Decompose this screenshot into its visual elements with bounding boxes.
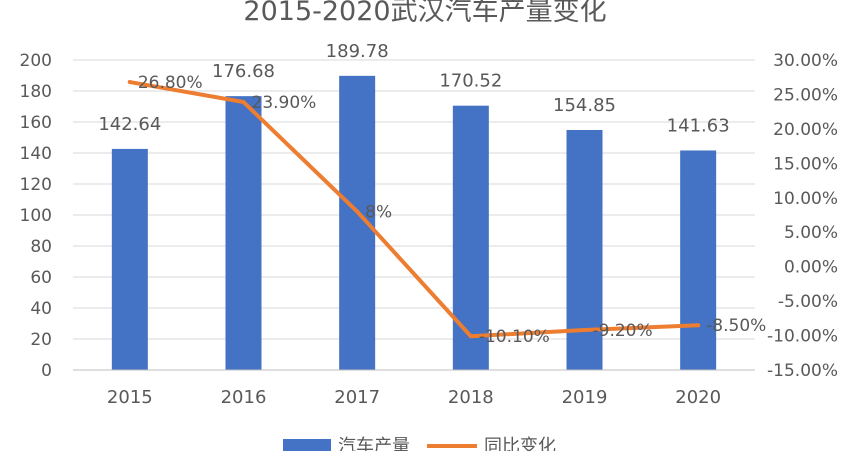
bar-data-label: 189.78 — [326, 41, 389, 62]
bar-data-label: 170.52 — [439, 71, 502, 92]
y-right-tick-label: 25.00% — [773, 85, 838, 105]
axes: 0 20 40 60 80 100 120 140 160 180 200 -15.00% -10.00… — [20, 51, 838, 408]
line-data-label: -10.10% — [479, 327, 550, 347]
y-left-tick-label: 100 — [20, 206, 52, 226]
line-data-label: 8% — [365, 203, 392, 223]
bar-data-label: 142.64 — [98, 114, 161, 135]
grid-lines — [73, 59, 755, 371]
y-right-tick-label: 0.00% — [784, 258, 838, 278]
x-tick-label: 2018 — [448, 387, 494, 408]
y-left-tick-label: 0 — [41, 361, 52, 381]
bar-series — [111, 75, 717, 370]
x-tick-label: 2017 — [334, 387, 380, 408]
line-data-label: -9.20% — [593, 321, 653, 341]
line-point — [355, 209, 360, 214]
y-right-tick-label: -5.00% — [778, 292, 838, 312]
y-right-tick-label: -15.00% — [767, 361, 838, 381]
y-left-tick-label: 200 — [20, 51, 52, 71]
line-data-label: -8.50% — [706, 316, 766, 336]
legend-bar-swatch — [283, 439, 331, 451]
y-left-tick-label: 60 — [30, 268, 52, 288]
legend: 汽车产量 同比变化 — [283, 436, 556, 451]
bar-data-label: 176.68 — [212, 61, 275, 82]
x-tick-label: 2015 — [107, 387, 153, 408]
y-right-tick-label: 5.00% — [784, 223, 838, 243]
x-tick-label: 2016 — [221, 387, 267, 408]
line-point — [582, 328, 587, 333]
y-right-tick-label: -10.00% — [767, 327, 838, 347]
bar — [680, 150, 717, 370]
bar — [225, 96, 262, 370]
y-left-tick-label: 80 — [30, 237, 52, 257]
data-labels: 142.64 176.68 189.78 170.52 154.85 141.63 26.8… — [98, 41, 766, 347]
y-right-tick-label: 15.00% — [773, 154, 838, 174]
line-series — [127, 80, 701, 339]
y-left-tick-label: 40 — [30, 299, 52, 319]
series-line — [127, 80, 701, 339]
line-data-label: 23.90% — [252, 93, 317, 113]
y-left-tick-label: 140 — [20, 144, 52, 164]
bar-data-label: 154.85 — [553, 95, 616, 116]
line-point — [696, 323, 701, 328]
line-data-label: 26.80% — [138, 73, 203, 93]
legend-line-label: 同比变化 — [484, 436, 556, 451]
legend-bar-label: 汽车产量 — [338, 436, 410, 451]
bar — [111, 148, 148, 370]
line-point — [241, 100, 246, 105]
y-left-tick-label: 160 — [20, 113, 52, 133]
y-left-tick-label: 180 — [20, 82, 52, 102]
y-right-tick-label: 10.00% — [773, 189, 838, 209]
y-right-tick-label: 30.00% — [773, 51, 838, 71]
y-left-tick-label: 20 — [30, 330, 52, 350]
line-point — [468, 334, 473, 339]
y-left-tick-label: 120 — [20, 175, 52, 195]
bar-data-label: 141.63 — [667, 115, 730, 136]
chart-title: 2015-2020武汉汽车产量变化 — [243, 0, 606, 27]
y-right-tick-label: 20.00% — [773, 120, 838, 140]
line-point — [127, 80, 132, 85]
x-tick-label: 2020 — [675, 387, 721, 408]
x-tick-label: 2019 — [562, 387, 608, 408]
